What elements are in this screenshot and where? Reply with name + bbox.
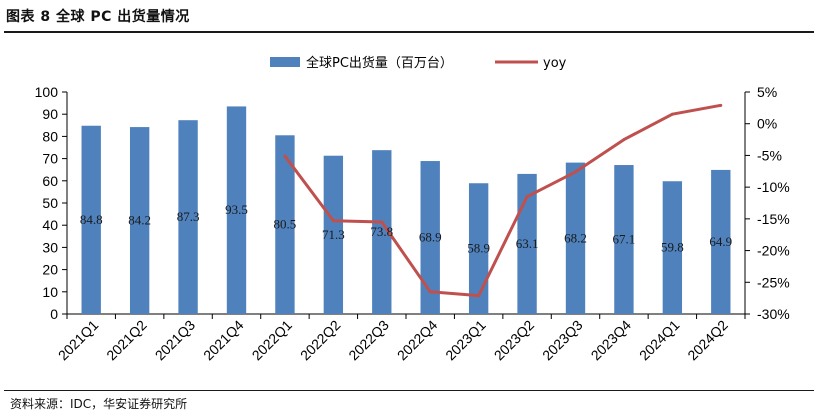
bar (129, 127, 150, 315)
right-axis-tick-label: -5% (757, 147, 782, 163)
bar-value-label: 68.2 (564, 230, 587, 245)
top-rule (4, 31, 814, 33)
x-axis-tick-label: 2023Q4 (588, 317, 635, 364)
legend: 全球PC出货量（百万台） yoy (270, 55, 567, 71)
x-axis-tick-label: 2023Q3 (539, 317, 586, 364)
left-axis-tick-label: 30 (42, 239, 58, 255)
bar (323, 155, 344, 314)
bar-value-label: 59.8 (661, 240, 684, 255)
left-axis-tick-label: 50 (42, 195, 58, 211)
bar-series (81, 106, 731, 315)
right-axis-tick-label: 5% (757, 84, 777, 100)
data-labels: 84.8 84.2 87.3 93.5 80.5 71.3 73.8 68.9 58.9 63.1… (80, 202, 732, 255)
bar-value-label: 63.1 (516, 236, 539, 251)
x-axis-tick-label: 2022Q2 (297, 317, 344, 364)
bar-value-label: 67.1 (613, 232, 636, 247)
left-axis-tick-label: 0 (50, 306, 58, 322)
yoy-point (719, 103, 723, 107)
legend-line-label: yoy (543, 56, 567, 71)
yoy-line (283, 103, 722, 298)
left-axis-tick-label: 70 (42, 151, 58, 167)
yoy-point (525, 195, 529, 199)
bottom-rule (4, 390, 814, 391)
bar (372, 150, 392, 314)
bar (226, 106, 247, 315)
bar (468, 183, 489, 314)
bar-value-label: 64.9 (709, 234, 732, 249)
bar (275, 135, 295, 314)
yoy-point (574, 170, 577, 174)
yoy-point (477, 294, 481, 298)
yoy-point (331, 219, 335, 223)
right-axis-tick-label: -20% (757, 243, 790, 259)
right-axis-tick-label: -10% (757, 179, 790, 195)
x-axis-tick-label: 2022Q4 (394, 317, 441, 364)
yoy-point (428, 290, 432, 294)
yoy-point (670, 112, 674, 116)
left-axis-tick-label: 60 (42, 173, 58, 189)
x-axis-tick-label: 2023Q2 (491, 317, 538, 364)
left-axis-tick-label: 100 (35, 84, 59, 100)
bar (420, 161, 440, 314)
bar (614, 165, 634, 314)
left-axis-tick-label: 90 (42, 106, 58, 122)
x-axis-tick-label: 2021Q2 (103, 317, 150, 364)
right-axis-tick-label: 0% (757, 116, 777, 132)
bar-value-label: 84.2 (128, 213, 151, 228)
x-axis-tick-label: 2021Q4 (200, 317, 247, 364)
x-axis-tick-label: 2024Q1 (636, 317, 683, 364)
bar-value-label: 68.9 (419, 230, 442, 245)
bar (662, 181, 683, 314)
bar (711, 169, 731, 314)
yoy-point (283, 154, 287, 158)
legend-bar-label: 全球PC出货量（百万台） (306, 55, 453, 71)
bar-value-label: 80.5 (274, 217, 297, 232)
x-axis-tick-label: 2021Q1 (55, 317, 102, 364)
right-axis-tick-label: -30% (757, 306, 790, 322)
x-axis-tick-label: 2024Q2 (684, 317, 731, 364)
x-axis-tick-label: 2022Q3 (345, 317, 392, 364)
bar-value-label: 87.3 (177, 209, 200, 224)
bar (178, 120, 198, 314)
right-axis-tick-label: -25% (757, 274, 790, 290)
source-note: 资料来源：IDC，华安证券研究所 (10, 397, 188, 411)
bar-value-label: 93.5 (225, 202, 248, 217)
x-axis-tick-label: 2021Q3 (152, 317, 199, 364)
bar-value-label: 84.8 (80, 212, 103, 227)
left-axis-tick-label: 80 (42, 128, 58, 144)
yoy-point (622, 138, 626, 142)
legend-bar-swatch (270, 57, 300, 67)
right-axis-tick-label: -15% (757, 211, 790, 227)
left-axis-tick-label: 40 (42, 217, 58, 233)
bar-value-label: 58.9 (467, 241, 490, 256)
bar (565, 162, 586, 314)
yoy-line-series (283, 103, 723, 298)
left-axis-tick-label: 20 (42, 262, 58, 278)
figure-title: 图表 8 全球 PC 出货量情况 (6, 9, 190, 25)
bar (81, 125, 101, 314)
yoy-point (380, 220, 384, 224)
bar-value-label: 71.3 (322, 227, 345, 242)
left-axis-tick-label: 10 (42, 284, 58, 300)
x-axis-tick-label: 2022Q1 (249, 317, 296, 364)
bar-value-label: 73.8 (370, 224, 393, 239)
x-axis-tick-label: 2023Q1 (442, 317, 489, 364)
